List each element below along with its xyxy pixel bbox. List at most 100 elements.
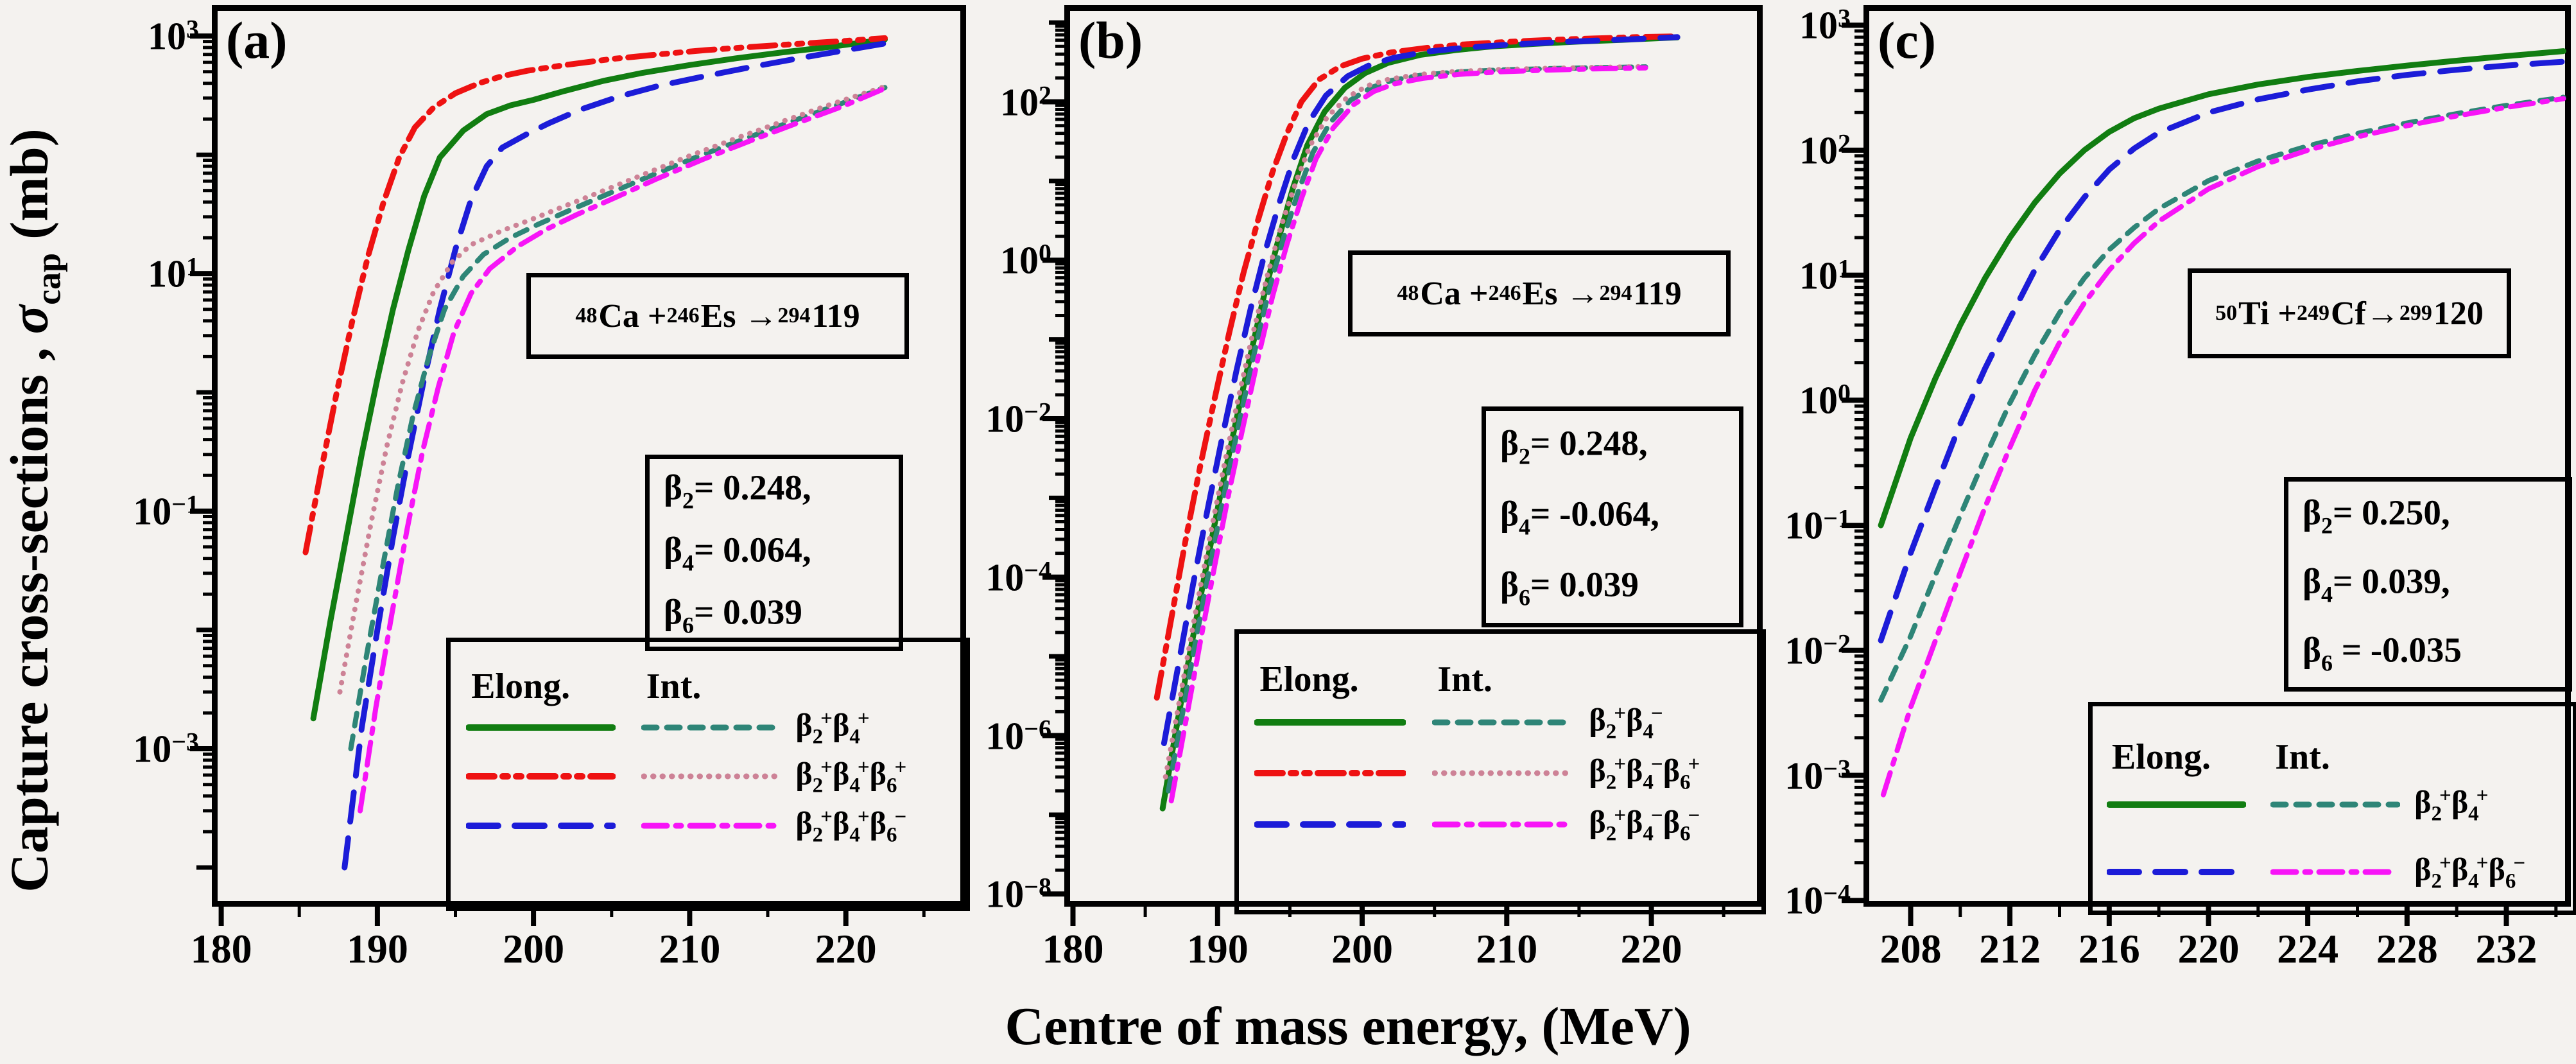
beta-parameters-box: β2= 0.248, β4= -0.064, β6= 0.039: [1482, 406, 1743, 627]
legend-sample-elong: [1254, 819, 1406, 830]
x-tick-label: 200: [503, 926, 565, 972]
x-tick-label: 180: [1042, 926, 1104, 972]
x-tick-label: 220: [2177, 926, 2240, 972]
x-tick-label: 180: [190, 926, 252, 972]
y-tick-label: 10−6: [985, 714, 1051, 757]
y-tick-label: 100: [1000, 238, 1051, 282]
y-tick-label: 101: [148, 252, 199, 295]
legend-sample-int: [641, 771, 781, 781]
series-line-int---2+-4+: [348, 85, 888, 751]
series-line-elong---2+-4+-6-: [341, 40, 888, 871]
legend-sample-elong: [1254, 768, 1406, 778]
series-line-int---2+-4+-6+: [337, 83, 888, 695]
legend-header-int: Int.: [646, 667, 702, 707]
legend-sample-elong: [466, 821, 616, 831]
y-tick-label: 10−1: [133, 489, 199, 533]
x-tick-label: 210: [659, 926, 721, 972]
y-tick-label: 102: [1000, 80, 1051, 124]
y-tick-label: 10−3: [133, 727, 199, 771]
legend-sample-int: [641, 722, 781, 733]
series-line-elong---2+-4+-6-: [1878, 58, 2566, 643]
axis-ticks: [1842, 22, 2558, 926]
panel-label: (c): [1878, 11, 1937, 69]
x-tick-label: 224: [2277, 926, 2339, 972]
x-tick-label: 232: [2475, 926, 2537, 972]
series-line-int---2+-4--6-: [1168, 65, 1648, 804]
legend-sample-elong: [466, 771, 616, 781]
axis-ticks: [190, 33, 926, 926]
beta-parameters-box: β2= 0.250, β4= 0.039, β6 = -0.035: [2284, 477, 2572, 692]
legend-entry-label: β2+β4+β6−: [795, 805, 907, 847]
axis-ticks: [1042, 20, 1725, 926]
series-curves: [1154, 33, 1681, 812]
beta-parameters-box: β2= 0.248, β4= 0.064, β6= 0.039: [645, 455, 903, 651]
legend-header-int: Int.: [2275, 737, 2330, 777]
x-tick-label: 220: [815, 926, 877, 972]
y-tick-label: 10−4: [1785, 878, 1851, 922]
legend-sample-int: [1432, 819, 1573, 830]
legend-sample-int: [2270, 867, 2400, 877]
y-tick-label: 102: [1799, 128, 1851, 172]
legend-entry-label: β2+β4+: [2414, 783, 2489, 826]
legend-box: Elong. Int. β2+β4+ β2+β4+β6+ β2+β4+β6−: [446, 638, 970, 911]
panel-label: (a): [226, 11, 288, 69]
legend-sample-elong: [466, 722, 616, 733]
series-curves: [1878, 48, 2566, 798]
x-tick-label: 190: [1186, 926, 1249, 972]
x-tick-label: 212: [1979, 926, 2041, 972]
x-tick-label: 216: [2078, 926, 2140, 972]
series-line-int---2+-4+-6-: [358, 85, 888, 814]
y-tick-label: 10−2: [985, 397, 1051, 440]
legend-entry-label: β2+β4+: [795, 706, 870, 749]
panel-b-plot: [1042, 5, 1763, 926]
legend-entry-label: β2+β4−β6−: [1589, 803, 1700, 846]
legend-sample-elong: [1254, 717, 1406, 728]
beta-line: β6 = -0.035: [2303, 630, 2462, 676]
beta-line: β4= -0.064,: [1500, 494, 1659, 540]
beta-line: β6= 0.039: [664, 592, 802, 638]
y-tick-label: 10−1: [1785, 503, 1851, 547]
panel-label: (b): [1078, 11, 1143, 69]
beta-line: β4= 0.064,: [664, 530, 811, 576]
panel-a-plot: [190, 5, 966, 926]
legend-sample-elong: [2107, 799, 2247, 810]
beta-line: β2= 0.248,: [664, 467, 811, 514]
y-tick-label: 103: [1799, 3, 1851, 47]
legend-header-elong: Elong.: [1259, 659, 1359, 699]
y-tick-label: 100: [1799, 378, 1851, 422]
x-tick-label: 208: [1880, 926, 1942, 972]
x-tick-label: 190: [346, 926, 408, 972]
reaction-label-box: 48 Ca + 246 Es → 294 119: [1348, 250, 1731, 336]
series-line-int---2+-4--6+: [1163, 64, 1648, 780]
legend-entry-label: β2+β4+β6−: [2414, 851, 2526, 893]
legend-sample-int: [1432, 768, 1573, 778]
legend-header-int: Int.: [1437, 659, 1492, 699]
beta-line: β2= 0.250,: [2303, 493, 2450, 539]
y-tick-label: 103: [148, 14, 199, 58]
beta-line: β4= 0.039,: [2303, 561, 2450, 607]
series-line-int---2+-4+-6-: [1880, 96, 2566, 798]
series-curves: [302, 35, 888, 871]
y-tick-label: 10−3: [1785, 754, 1851, 798]
panel-c-plot: [1842, 5, 2571, 926]
x-axis-title: Centre of mass energy, (MeV): [1005, 997, 1691, 1056]
legend-header-elong: Elong.: [471, 667, 571, 707]
x-tick-label: 228: [2376, 926, 2438, 972]
reaction-label-box: 50 Ti + 249 Cf→ 299 120: [2188, 268, 2511, 358]
y-axis-title: Capture cross-sections , σcap (mb): [0, 128, 68, 893]
reaction-label-box: 48 Ca + 246 Es → 294 119: [526, 273, 909, 359]
legend-box: Elong. Int. β2+β4− β2+β4−β6+ β2+β4−β6−: [1234, 629, 1766, 914]
legend-header-elong: Elong.: [2111, 737, 2211, 777]
legend-sample-elong: [2107, 867, 2247, 877]
y-tick-label: 10−2: [1785, 629, 1851, 672]
beta-line: β2= 0.248,: [1500, 423, 1648, 469]
y-tick-label: 101: [1799, 254, 1851, 297]
sigma-symbol: σ: [0, 304, 60, 335]
x-tick-label: 220: [1620, 926, 1682, 972]
legend-box: Elong. Int. β2+β4+ β2+β4+β6−: [2088, 702, 2576, 915]
x-tick-label: 200: [1331, 926, 1394, 972]
y-tick-label: 10−8: [985, 872, 1051, 916]
series-line-elong---2+-4+-6+: [302, 35, 888, 555]
legend-sample-int: [2270, 799, 2400, 810]
